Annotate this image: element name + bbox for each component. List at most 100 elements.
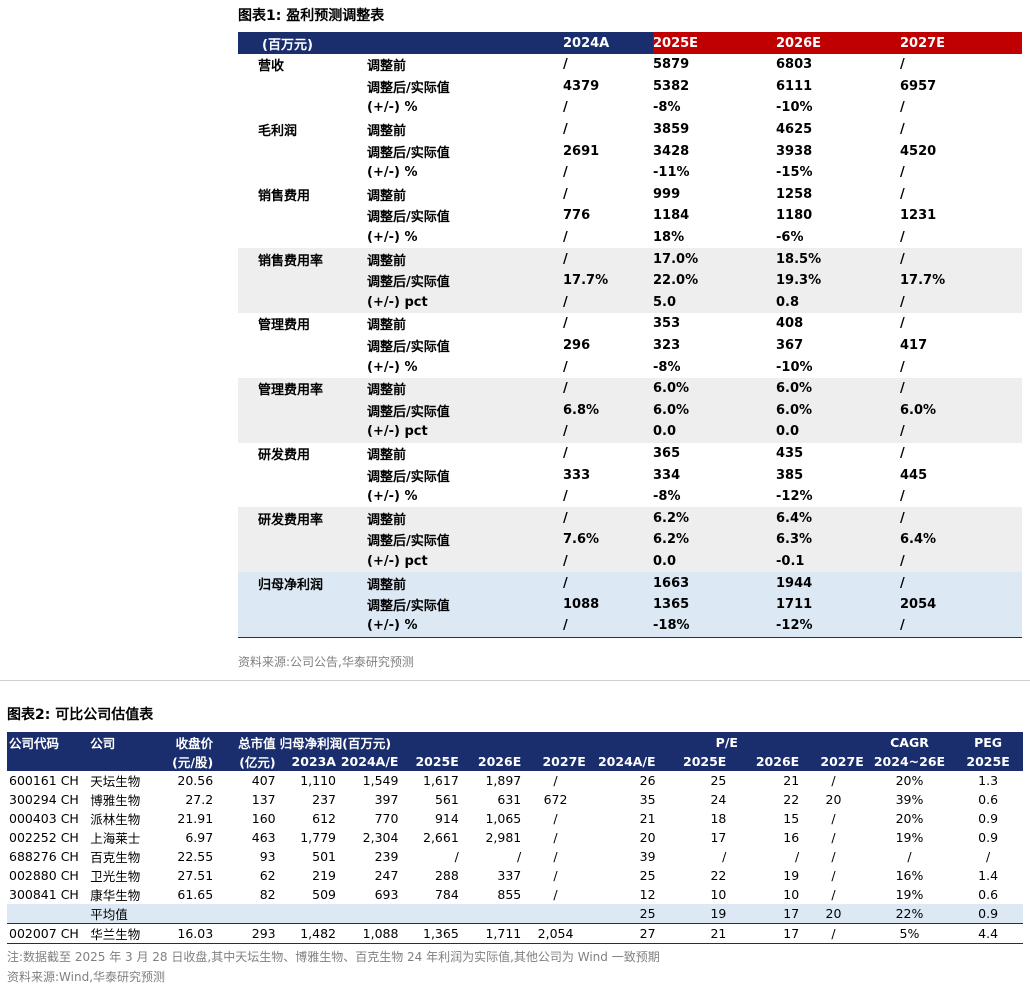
table2-cell: 19% <box>895 887 924 902</box>
table1-cell: 333 <box>563 467 591 483</box>
table1-cell: / <box>900 57 905 73</box>
table1-cell: 999 <box>653 186 681 202</box>
table2-cell: 上海莱士 <box>90 831 141 846</box>
table2-subheader: 2027E <box>523 752 588 771</box>
table1-category: 营收 <box>258 59 285 75</box>
table2-cell: 16% <box>895 868 924 883</box>
table2-cell: 27.2 <box>185 792 214 807</box>
table2-cell: 20% <box>895 811 924 826</box>
table2-cell: 22% <box>865 904 954 924</box>
table1-category: 研发费用 <box>258 447 311 463</box>
table2-cell: 784 <box>434 887 459 902</box>
table2-subheader: 2026E <box>728 752 802 771</box>
table2-cell: / <box>722 849 727 864</box>
table2-cell <box>277 904 338 924</box>
table2-cell: 17 <box>710 830 727 845</box>
table2-cell: 24 <box>710 792 727 807</box>
table1-cell: 0.0 <box>776 421 900 443</box>
table1-cell: / <box>563 165 568 181</box>
table1-cell: 6.0% <box>776 399 900 422</box>
table2-subheader: (元/股) <box>152 752 216 771</box>
table1-cell: 17.7% <box>900 269 1022 292</box>
table2-cell: 672 <box>543 792 568 807</box>
table1-cell: 6.0% <box>653 399 776 422</box>
table1-cell: -10% <box>776 100 813 116</box>
table1-category <box>238 464 367 486</box>
table2-cell <box>523 904 588 924</box>
table2-cell: 19 <box>783 868 800 883</box>
table1-source: 资料来源:公司公告,华泰研究预测 <box>238 655 414 669</box>
table2-cell: 0.9 <box>978 830 999 845</box>
table2-cell: 0.6 <box>978 792 999 807</box>
table1-row: 调整后/实际值 296 323 367 417 <box>238 335 1022 357</box>
table1-row-label: (+/-) % <box>367 230 418 246</box>
table1-category <box>238 162 367 184</box>
table1-cell: / <box>563 359 568 375</box>
table2-cell: 22 <box>710 868 727 883</box>
table2-cell: / <box>831 868 836 883</box>
table1-row: 研发费用 调整前 / 365 435 / <box>238 443 1022 465</box>
table2-cell: 5% <box>865 923 954 944</box>
table2-cell: 19 <box>657 904 729 924</box>
table1-category <box>238 615 367 638</box>
table1-cell: / <box>900 359 905 375</box>
table2-header-pe: P/E <box>587 732 866 752</box>
table2-cell: 561 <box>434 792 459 807</box>
table2-cell: 2,981 <box>485 830 522 845</box>
table1-cell: 385 <box>776 467 804 483</box>
table2-cell: 17 <box>728 923 802 944</box>
table2-cell: 39 <box>639 849 656 864</box>
table2-cell: 239 <box>374 849 399 864</box>
table2-cell: / <box>907 849 912 864</box>
table1-row-label: (+/-) pct <box>367 291 563 314</box>
table2-cell: / <box>801 923 866 944</box>
table1-row-label: 调整后/实际值 <box>367 269 563 292</box>
table2-cell: 693 <box>374 887 399 902</box>
table2-header-market-cap: 总市值 <box>215 732 278 752</box>
table1-row: 调整后/实际值 2691 3428 3938 4520 <box>238 140 1022 162</box>
table2-cell: 39% <box>895 792 924 807</box>
table2-subheader: 2027E <box>801 752 866 771</box>
table1-category <box>238 205 367 227</box>
table1-row: (+/-) % / -8% -12% / <box>238 486 1022 508</box>
table2-cell: / <box>553 849 558 864</box>
table1-category: 销售费用 <box>258 188 311 204</box>
table1-cell: 1180 <box>776 208 813 224</box>
table1-cell: -15% <box>776 165 813 181</box>
table1-cell: 6.2% <box>653 507 776 530</box>
table2-cell: 300294 CH <box>9 792 79 807</box>
table1-row: 调整后/实际值 4379 5382 6111 6957 <box>238 76 1022 98</box>
table1-cell: 1258 <box>776 186 813 202</box>
table1-row-label: 调整后/实际值 <box>367 469 450 485</box>
table2-cell: 1.3 <box>978 773 999 788</box>
table2-cell: 600161 CH <box>9 773 79 788</box>
table1-cell: 17.0% <box>653 248 776 270</box>
table2-cell: 21 <box>657 923 729 944</box>
table1-cell: 296 <box>563 338 591 354</box>
table2-cell: 397 <box>374 792 399 807</box>
table1-category <box>238 140 367 162</box>
table2-subheader: 2025E <box>953 752 1023 771</box>
table2-row: 300841 CH 康华生物 61.65 82 509 693 784 855 / 12 10 10 /… <box>7 885 1023 904</box>
table1-cell: 1663 <box>653 572 776 594</box>
table2-cell: / <box>831 773 836 788</box>
section-divider <box>0 680 1030 681</box>
table1-category: 研发费用率 <box>238 507 367 530</box>
table1-row-label: (+/-) % <box>367 615 563 638</box>
table1-cell: 6111 <box>776 78 813 94</box>
table1-cell: / <box>563 186 568 202</box>
table2-cell: 27.51 <box>177 868 214 883</box>
table2-cell: 4.4 <box>953 923 1023 944</box>
table2-cell: 1.4 <box>978 868 999 883</box>
table1-cell: 6.2% <box>653 529 776 551</box>
table1-cell: 4520 <box>900 143 937 159</box>
table2-title: 图表2: 可比公司估值表 <box>7 707 154 723</box>
table1-cell: -0.1 <box>776 550 900 573</box>
table1-row: 管理费用 调整前 / 353 408 / <box>238 313 1022 335</box>
table2-cell: 2,304 <box>362 830 399 845</box>
table1-unit-header: (百万元) <box>238 32 367 54</box>
table2-cell: 1,110 <box>300 773 336 788</box>
table1-cell: 408 <box>776 316 804 332</box>
table1-row: 销售费用率 调整前/17.0% 18.5% / <box>238 248 1022 270</box>
table2-cell <box>460 904 524 924</box>
